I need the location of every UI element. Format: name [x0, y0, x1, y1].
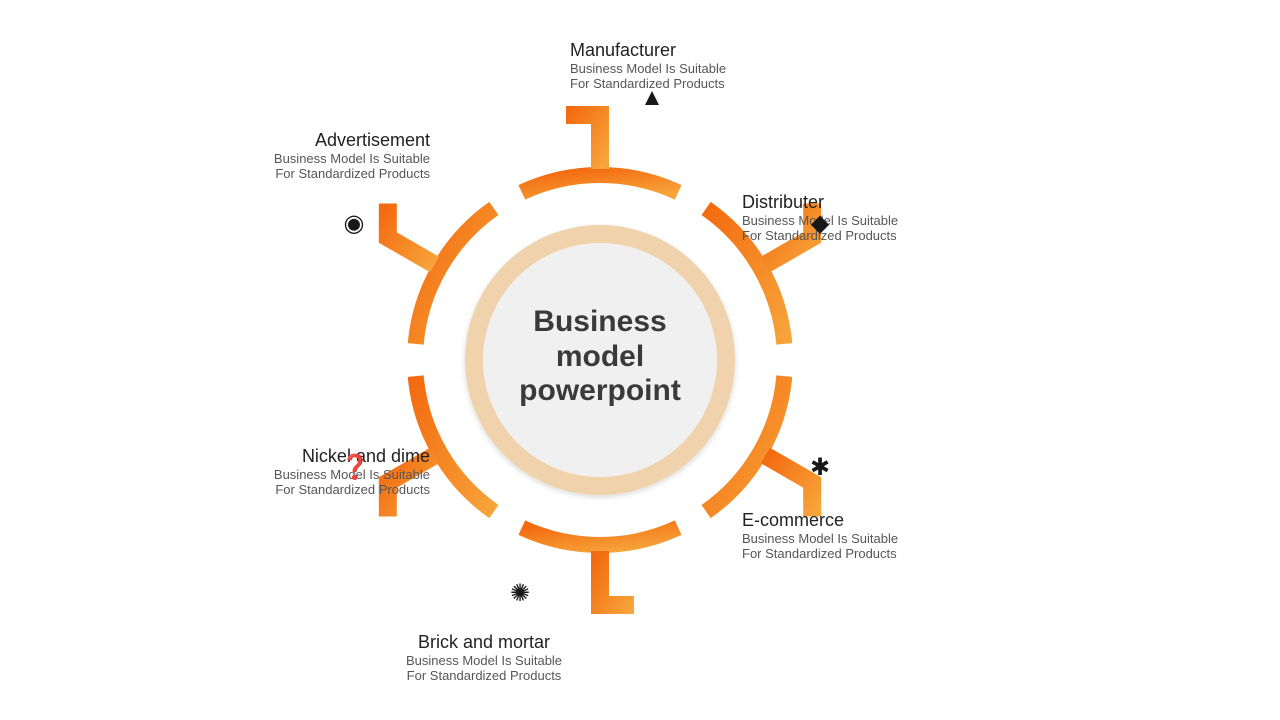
label-title-nickel: Nickel and dime [170, 446, 430, 467]
handshake-icon: ◆ [806, 212, 834, 236]
label-desc-advertisement-0: Business Model Is Suitable [170, 151, 430, 166]
center-title-line2: model [480, 340, 720, 375]
label-advertisement: AdvertisementBusiness Model Is SuitableF… [170, 130, 430, 181]
label-brick: Brick and mortarBusiness Model Is Suitab… [354, 632, 614, 683]
label-desc-distributer-1: For Standardized Products [742, 228, 1002, 243]
label-desc-nickel-1: For Standardized Products [170, 482, 430, 497]
label-title-brick: Brick and mortar [354, 632, 614, 653]
label-title-advertisement: Advertisement [170, 130, 430, 151]
label-desc-manufacturer-1: For Standardized Products [570, 76, 830, 91]
label-desc-distributer-0: Business Model Is Suitable [742, 213, 1002, 228]
label-nickel: Nickel and dimeBusiness Model Is Suitabl… [170, 446, 430, 497]
molecule-icon: ✺ [506, 582, 534, 606]
center-title-line1: Business [480, 305, 720, 340]
label-desc-brick-1: For Standardized Products [354, 668, 614, 683]
label-desc-brick-0: Business Model Is Suitable [354, 653, 614, 668]
label-title-ecommerce: E-commerce [742, 510, 1002, 531]
spoke-brick [600, 551, 634, 605]
arc-brick [522, 528, 678, 545]
diagram-stage: { "canvas": { "width": 1280, "height": 7… [0, 0, 1280, 720]
label-title-manufacturer: Manufacturer [570, 40, 830, 61]
megaphone-icon: ◉ [340, 212, 368, 236]
spoke-manufacturer [566, 115, 600, 169]
label-desc-ecommerce-0: Business Model Is Suitable [742, 531, 1002, 546]
label-distributer: DistributerBusiness Model Is SuitableFor… [742, 192, 1002, 243]
label-manufacturer: ManufacturerBusiness Model Is SuitableFo… [570, 40, 830, 91]
label-desc-nickel-0: Business Model Is Suitable [170, 467, 430, 482]
center-title-line3: powerpoint [480, 374, 720, 409]
label-desc-advertisement-1: For Standardized Products [170, 166, 430, 181]
arc-manufacturer [522, 175, 678, 192]
spoke-advertisement [388, 204, 435, 265]
trend-people-icon: ▲ [638, 86, 666, 110]
label-desc-manufacturer-0: Business Model Is Suitable [570, 61, 830, 76]
center-title: Business model powerpoint [480, 305, 720, 409]
label-ecommerce: E-commerceBusiness Model Is SuitableFor … [742, 510, 1002, 561]
label-title-distributer: Distributer [742, 192, 1002, 213]
help-people-icon: ❓ [340, 456, 368, 480]
network-icon: ✱ [806, 456, 834, 480]
label-desc-ecommerce-1: For Standardized Products [742, 546, 1002, 561]
